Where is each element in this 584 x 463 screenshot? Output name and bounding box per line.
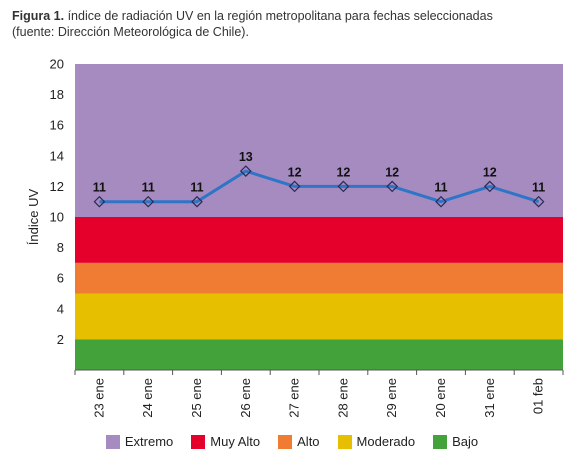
y-tick-label: 14: [50, 148, 64, 163]
legend-item: Alto: [278, 434, 320, 449]
figure-caption: Figura 1. índice de radiación UV en la r…: [12, 8, 572, 40]
data-label: 12: [288, 165, 302, 179]
data-point-marker: [435, 195, 447, 208]
data-label: 12: [336, 165, 350, 179]
band-moderado: [75, 293, 563, 340]
data-label: 11: [142, 181, 155, 195]
y-tick-label: 16: [50, 118, 64, 133]
legend-swatch: [337, 434, 352, 449]
x-tick-label: 31 ene: [482, 378, 497, 418]
data-point-marker: [532, 195, 545, 208]
data-label: 11: [190, 181, 203, 195]
data-label: 11: [532, 181, 545, 195]
data-label: 12: [483, 165, 497, 179]
band-alto: [75, 262, 563, 294]
legend-item: Extremo: [105, 434, 174, 449]
data-point-marker: [483, 180, 496, 193]
x-tick-label: 23 ene: [91, 378, 106, 418]
y-tick-label: 20: [50, 57, 64, 72]
legend-label: Alto: [297, 434, 320, 449]
series-line: [99, 169, 540, 204]
series-uv-index: 11 11 11 13 12 12 12 11 12 11: [93, 150, 545, 208]
legend-label: Moderado: [356, 434, 416, 449]
legend-swatch: [191, 434, 206, 449]
data-point-marker: [288, 180, 301, 193]
data-point-marker: [239, 165, 252, 177]
data-point-marker: [386, 180, 399, 193]
x-tick-label: 26 ene: [238, 378, 253, 418]
y-tick-label: 18: [50, 87, 64, 102]
legend-swatch: [105, 434, 120, 449]
legend: Extremo Muy Alto Alto Moderado Bajo: [0, 434, 584, 449]
band-muy-alto: [75, 217, 563, 263]
y-tick-label: 4: [57, 301, 64, 316]
data-point-marker: [142, 195, 155, 208]
band-bajo: [75, 339, 563, 370]
legend-item: Moderado: [337, 434, 416, 449]
y-tick-label: 2: [57, 332, 64, 347]
y-axis-label: Índice UV: [26, 188, 41, 245]
x-tick-label: 20 ene: [433, 378, 448, 418]
x-tick-label: 28 ene: [335, 378, 350, 418]
band-extremo: [75, 64, 563, 217]
legend-swatch: [278, 434, 293, 449]
caption-text: índice de radiación UV en la región metr…: [67, 9, 493, 23]
legend-label: Extremo: [124, 434, 174, 449]
legend-item: Muy Alto: [191, 434, 260, 449]
caption-lead: Figura 1.: [12, 9, 65, 23]
x-axis: 23 ene 24 ene 25 ene 26 ene 27 ene 28 ene 29 e…: [74, 369, 564, 418]
x-tick-label: 01 feb: [531, 378, 546, 414]
caption-line-2: (fuente: Dirección Meteorológica de Chil…: [12, 25, 249, 39]
data-label: 11: [434, 181, 447, 195]
x-tick-label: 24 ene: [140, 378, 155, 418]
risk-bands: [75, 64, 563, 370]
legend-swatch: [433, 434, 448, 449]
data-label: 13: [239, 150, 253, 164]
data-point-marker: [93, 195, 106, 208]
y-tick-label: 8: [57, 240, 64, 255]
x-tick-label: 25 ene: [189, 378, 204, 418]
legend-label: Bajo: [452, 434, 479, 449]
data-label: 12: [385, 165, 399, 179]
x-tick-label: 27 ene: [287, 378, 302, 418]
legend-item: Bajo: [433, 434, 478, 449]
y-tick-label: 12: [50, 179, 64, 194]
data-point-marker: [191, 195, 203, 208]
y-tick-label: 10: [50, 210, 64, 225]
y-axis: 2 4 6 8 10 12 14 16 18 20: [50, 57, 64, 347]
caption-line-1: Figura 1. índice de radiación UV en la r…: [12, 8, 572, 24]
y-tick-label: 6: [57, 271, 64, 286]
legend-label: Muy Alto: [210, 434, 261, 449]
data-point-marker: [337, 180, 350, 193]
x-tick-label: 29 ene: [384, 378, 399, 418]
data-label: 11: [93, 181, 106, 195]
